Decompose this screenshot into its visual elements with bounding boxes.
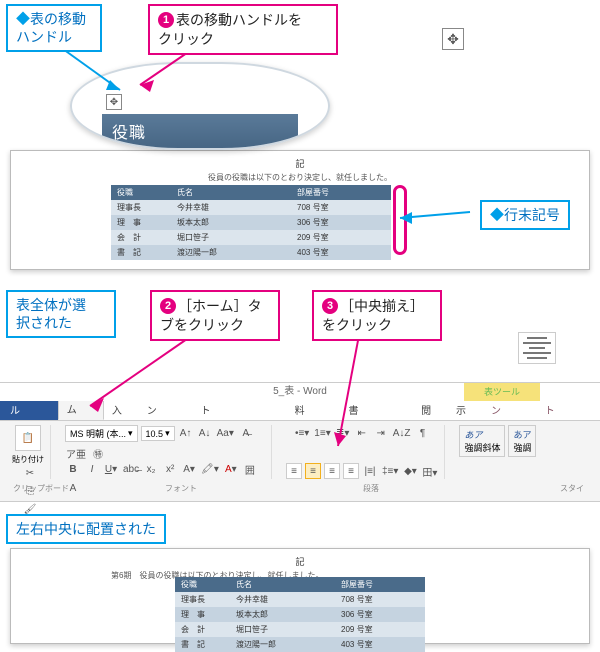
move-handle-glyph: ✥ [110, 97, 118, 108]
style-item[interactable]: あア 強調 [508, 425, 536, 457]
increase-indent-button[interactable]: ⇥ [373, 425, 389, 441]
table-header-row: 役職 氏名 部屋番号 [111, 185, 391, 200]
ribbon-tabs: ファイル ホーム 挿入 デザイン ページ レイアウト 参考資料 差し込み文書 校… [0, 401, 600, 421]
table-row: 理事長今井幸雄708 号室 [111, 200, 391, 215]
callout-text: 表全体が選 択された [16, 297, 86, 331]
step-badge-1: 1 [158, 12, 174, 28]
col-room: 部屋番号 [335, 577, 425, 592]
multilevel-button[interactable]: ≣▾ [335, 425, 351, 441]
contextual-tab-label: 表ツール [464, 383, 540, 401]
show-marks-button[interactable]: ¶ [415, 425, 431, 441]
group-font: MS 明朝 (本... ▾ 10.5 ▾ A↑ A↓ Aa▾ A̶ ア亜 ㊕ B… [59, 425, 272, 479]
callout-step2: 2［ホーム］タ ブをクリック [150, 290, 280, 341]
superscript-button[interactable]: x² [162, 461, 178, 477]
callout-move-handle-label: ◆表の移動 ハンドル [6, 4, 102, 52]
doc-heading: 記 [11, 549, 589, 568]
clear-format-button[interactable]: A̶ [238, 426, 254, 442]
table-row: 理 事坂本太郎306 号室 [175, 607, 425, 622]
zoom-header-cell: 役職 [102, 114, 298, 148]
group-styles: あア 強調斜体 あア 強調 [453, 425, 542, 479]
align-right-button[interactable]: ≡ [324, 463, 340, 479]
col-role: 役職 [175, 577, 230, 592]
zoom-cell-label: 役職 [112, 119, 146, 143]
doc-table[interactable]: 役職 氏名 部屋番号 理事長今井幸雄708 号室 理 事坂本太郎306 号室 会… [111, 185, 391, 260]
diamond-icon: ◆ [16, 11, 30, 27]
cut-button[interactable]: ✂ [22, 465, 38, 481]
move-handle-icon-large: ✥ [442, 28, 464, 50]
callout-text: 左右中央に配置された [16, 521, 156, 537]
char-border-button[interactable]: 囲 [242, 461, 258, 477]
doc-table-centered[interactable]: 役職 氏名 部屋番号 理事長今井幸雄708 号室 理 事坂本太郎306 号室 会… [175, 577, 425, 652]
group-label-clipboard: クリップボード [6, 483, 76, 494]
callout-text: 行末記号 [504, 207, 560, 223]
title-bar: 5_表 - Word 表ツール [0, 383, 600, 401]
table-row: 理 事坂本太郎306 号室 [111, 215, 391, 230]
move-handle-glyph: ✥ [447, 31, 459, 48]
shrink-font-button[interactable]: A↓ [197, 426, 213, 442]
numbering-button[interactable]: 1≡▾ [313, 425, 331, 441]
step-badge-2: 2 [160, 298, 176, 314]
group-clipboard: 📋 貼り付け ✂ ⎘ 🖌 [6, 425, 51, 479]
grow-font-button[interactable]: A↑ [178, 426, 194, 442]
text-effect-button[interactable]: A▾ [181, 461, 197, 477]
align-center-button[interactable]: ≡ [305, 463, 321, 479]
diamond-icon: ◆ [490, 207, 504, 223]
doc-heading: 記 [11, 151, 589, 170]
distribute-button[interactable]: |≡| [362, 463, 378, 479]
group-label-styles: スタイ [456, 483, 594, 494]
font-color-button[interactable]: A▾ [223, 461, 239, 477]
underline-button[interactable]: U▾ [103, 461, 119, 477]
table-row: 理事長今井幸雄708 号室 [175, 592, 425, 607]
shading-button[interactable]: ◆▾ [402, 463, 418, 479]
align-left-button[interactable]: ≡ [286, 463, 302, 479]
col-name: 氏名 [230, 577, 335, 592]
table-row: 書 記渡辺陽一郎403 号室 [111, 245, 391, 260]
word-ribbon: 5_表 - Word 表ツール ファイル ホーム 挿入 デザイン ページ レイア… [0, 382, 600, 502]
callout-step3: 3［中央揃え］ をクリック [312, 290, 442, 341]
sort-button[interactable]: A↓Z [392, 425, 412, 441]
change-case-button[interactable]: Aa▾ [216, 426, 235, 442]
table-row: 書 記渡辺陽一郎403 号室 [175, 637, 425, 652]
phonetic-button[interactable]: ア亜 [65, 445, 87, 461]
doc-subtitle: 役員の役職は以下のとおり決定し、就任しました。 [11, 172, 589, 183]
col-role: 役職 [111, 185, 171, 200]
bullets-button[interactable]: •≡▾ [294, 425, 310, 441]
row-end-highlight [393, 185, 407, 255]
callout-text: 表の移動ハンドルを クリック [158, 12, 302, 47]
justify-button[interactable]: ≡ [343, 463, 359, 479]
style-item[interactable]: あア 強調斜体 [459, 425, 505, 457]
callout-row-end: ◆行末記号 [480, 200, 570, 230]
paste-label: 貼り付け [12, 454, 44, 465]
callout-selected: 表全体が選 択された [6, 290, 116, 338]
strike-button[interactable]: abc̶ [122, 461, 140, 477]
group-label-paragraph: 段落 [286, 483, 456, 494]
doc-preview-after: 記 第6期 役員の役職は以下のとおり決定し、就任しました。 役職 氏名 部屋番号… [10, 548, 590, 644]
table-move-handle[interactable]: ✥ [106, 94, 122, 110]
highlight-button[interactable]: 🖍▾ [200, 461, 220, 477]
bold-button[interactable]: B [65, 461, 81, 477]
table-row: 会 計堀口笹子209 号室 [175, 622, 425, 637]
subscript-button[interactable]: x₂ [143, 461, 159, 477]
align-center-icon-large [518, 332, 556, 364]
enclose-button[interactable]: ㊕ [90, 445, 106, 461]
font-name-combo[interactable]: MS 明朝 (本... ▾ [65, 425, 138, 442]
italic-button[interactable]: I [84, 461, 100, 477]
table-header-row: 役職 氏名 部屋番号 [175, 577, 425, 592]
paste-button[interactable]: 📋 [15, 425, 41, 451]
callout-centered: 左右中央に配置された [6, 514, 166, 544]
step-badge-3: 3 [322, 298, 338, 314]
line-spacing-button[interactable]: ‡≡▾ [381, 463, 399, 479]
callout-step1: 1表の移動ハンドルを クリック [148, 4, 338, 55]
col-room: 部屋番号 [291, 185, 391, 200]
group-label-font: フォント [76, 483, 286, 494]
font-size-combo[interactable]: 10.5 ▾ [141, 426, 175, 441]
borders-button[interactable]: 田▾ [421, 463, 438, 479]
doc-title: 5_表 - Word [273, 386, 327, 397]
decrease-indent-button[interactable]: ⇤ [354, 425, 370, 441]
table-row: 会 計堀口笹子209 号室 [111, 230, 391, 245]
col-name: 氏名 [171, 185, 291, 200]
zoom-bubble: ✥ 役職 [70, 62, 330, 150]
group-paragraph: •≡▾ 1≡▾ ≣▾ ⇤ ⇥ A↓Z ¶ ≡ ≡ ≡ ≡ |≡| ‡≡▾ ◆▾ … [280, 425, 445, 479]
